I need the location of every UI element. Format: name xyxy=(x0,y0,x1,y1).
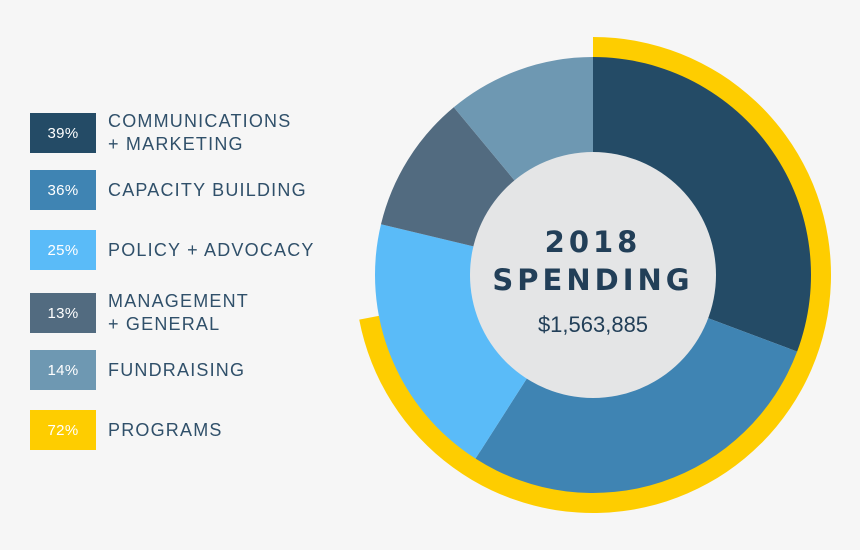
chart-title-spending: SPENDING xyxy=(492,263,693,297)
legend-item: 39% COMMUNICATIONS + MARKETING xyxy=(30,110,291,156)
legend-item: 36% CAPACITY BUILDING xyxy=(30,170,307,210)
legend-swatch: 14% xyxy=(30,350,96,390)
legend-swatch: 13% xyxy=(30,293,96,333)
legend: 39% COMMUNICATIONS + MARKETING 36% CAPACITY… xyxy=(30,0,360,550)
legend-label: MANAGEMENT + GENERAL xyxy=(108,291,250,334)
chart-total-amount: $1,563,885 xyxy=(538,312,648,337)
legend-swatch: 36% xyxy=(30,170,96,210)
legend-item: 14% FUNDRAISING xyxy=(30,350,245,390)
center-circle xyxy=(470,152,716,398)
legend-item: 72% PROGRAMS xyxy=(30,410,223,450)
chart-title-year: 2018 xyxy=(545,225,642,259)
legend-swatch: 72% xyxy=(30,410,96,450)
legend-label: PROGRAMS xyxy=(108,419,223,440)
legend-swatch: 39% xyxy=(30,113,96,153)
legend-label: FUNDRAISING xyxy=(108,359,246,380)
legend-swatch: 25% xyxy=(30,230,96,270)
legend-label: POLICY + ADVOCACY xyxy=(108,239,315,260)
legend-label: CAPACITY BUILDING xyxy=(108,179,307,200)
legend-item: 25% POLICY + ADVOCACY xyxy=(30,230,315,270)
legend-item: 13% MANAGEMENT + GENERAL xyxy=(30,290,249,336)
legend-label: COMMUNICATIONS + MARKETING xyxy=(108,111,292,154)
